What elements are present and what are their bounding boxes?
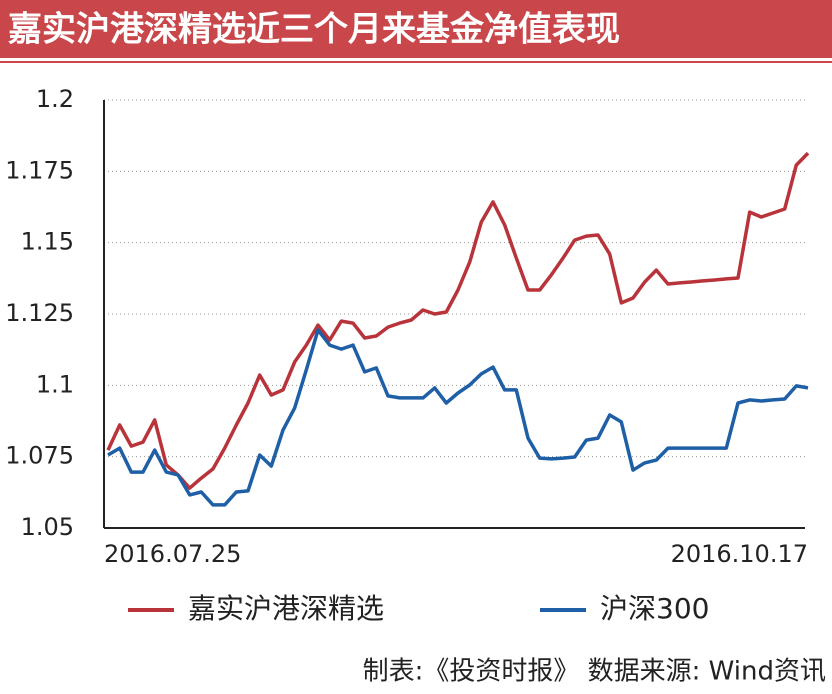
- footer: 制表:《投资时报》 数据来源: Wind资讯: [363, 657, 826, 687]
- y-tick-label: 1.2: [36, 85, 74, 113]
- x-tick-label: 2016.07.25: [104, 540, 241, 568]
- y-tick-label: 1.1: [36, 370, 74, 398]
- title-banner: [0, 0, 832, 58]
- y-tick-label: 1.15: [21, 228, 74, 256]
- y-tick-label: 1.05: [21, 513, 74, 541]
- series-line: [107, 328, 809, 507]
- chart-title: 嘉实沪港深精选近三个月来基金净值表现: [8, 10, 620, 50]
- y-tick-label: 1.125: [5, 299, 74, 327]
- x-tick-label: 2016.10.17: [671, 540, 808, 568]
- legend-label: 沪深300: [600, 592, 709, 625]
- y-tick-label: 1.075: [5, 442, 74, 470]
- series-line: [106, 151, 810, 490]
- y-tick-label: 1.175: [5, 156, 74, 184]
- legend-label: 嘉实沪港深精选: [188, 592, 384, 625]
